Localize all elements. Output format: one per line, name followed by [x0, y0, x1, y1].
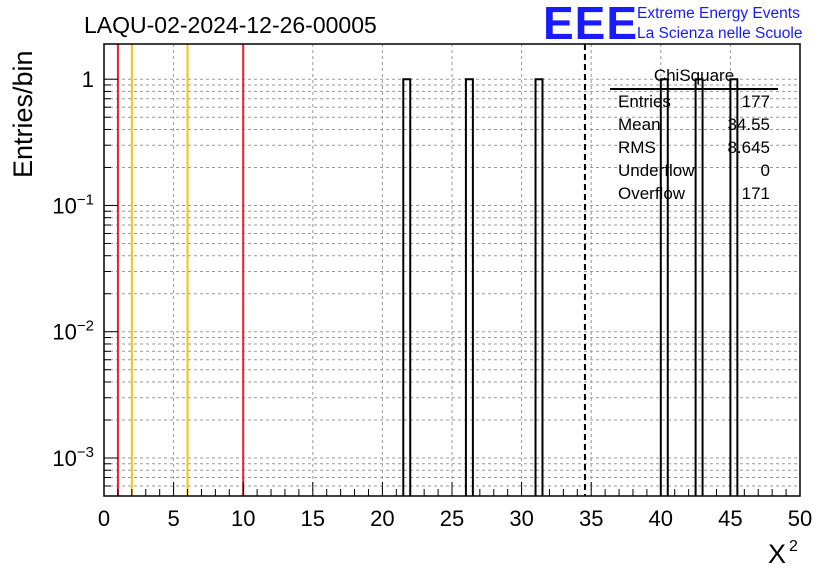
chart-title: LAQU-02-2024-12-26-00005 [84, 12, 377, 38]
stats-row-mean: Mean 34.55 [618, 115, 770, 137]
x-tick-label: 45 [718, 506, 742, 531]
stats-label: Underflow [618, 161, 695, 180]
eee-logo-mark: EEE [543, 0, 639, 49]
x-tick-label: 10 [231, 506, 255, 531]
histogram-bin [534, 78, 544, 496]
x-tick-labels: 0 5 10 15 20 25 30 35 40 45 50 [98, 506, 812, 531]
stats-row-rms: RMS 8.645 [618, 138, 770, 160]
stats-value: 34.55 [727, 115, 770, 134]
y-tick-label: 1 [82, 67, 94, 92]
histogram-bin [659, 78, 669, 496]
stats-value: 0 [760, 161, 770, 180]
stats-row-entries: Entries 177 [618, 92, 770, 114]
x-tick-label: 40 [649, 506, 673, 531]
x-tick-label: 35 [579, 506, 603, 531]
x-tick-label: 20 [370, 506, 394, 531]
stats-title: ChiSquare [653, 66, 735, 85]
stats-value: 171 [741, 184, 770, 203]
stats-value: 8.645 [727, 138, 770, 157]
stats-row-underflow: Underflow 0 [618, 161, 770, 183]
eee-logo: EEE Extreme Energy Events La Scienza nel… [543, 0, 833, 49]
x-tick-label: 5 [167, 506, 179, 531]
histogram-bin [464, 78, 474, 496]
stats-label: Entries [618, 92, 671, 111]
stats-row-overflow: Overflow 171 [618, 184, 770, 206]
stats-value: 177 [741, 92, 770, 111]
x-tick-label: 50 [788, 506, 812, 531]
histogram-bins [402, 78, 739, 496]
x-tick-label: 30 [509, 506, 533, 531]
y-tick-label: 10−2 [52, 318, 94, 345]
histogram-bin [694, 78, 704, 496]
histogram-bin [402, 78, 412, 496]
x-tick-label: 0 [98, 506, 110, 531]
histogram-bin [729, 78, 739, 496]
x-axis-label: X [768, 539, 786, 569]
y-tick-label: 10−3 [52, 444, 94, 471]
x-tick-label: 25 [440, 506, 464, 531]
y-tick-label: 10−1 [52, 191, 94, 218]
y-tick-labels: 1 10−1 10−2 10−3 [52, 67, 94, 471]
axis-ticks [103, 78, 801, 497]
grid-lines [104, 44, 800, 497]
x-tick-label: 15 [301, 506, 325, 531]
stats-box: ChiSquare Entries 177 Mean 34.55 RMS 8.6… [610, 66, 778, 206]
stats-label: Overflow [618, 184, 686, 203]
x-axis-label-superscript: 2 [789, 538, 798, 555]
stats-label: Mean [618, 115, 661, 134]
eee-logo-line1: Extreme Energy Events [637, 5, 800, 22]
stats-divider [610, 88, 778, 90]
y-axis-label: Entries/bin [8, 50, 38, 178]
stats-label: RMS [618, 138, 656, 157]
eee-logo-line2: La Scienza nelle Scuole [637, 25, 803, 42]
reference-lines [116, 44, 586, 496]
